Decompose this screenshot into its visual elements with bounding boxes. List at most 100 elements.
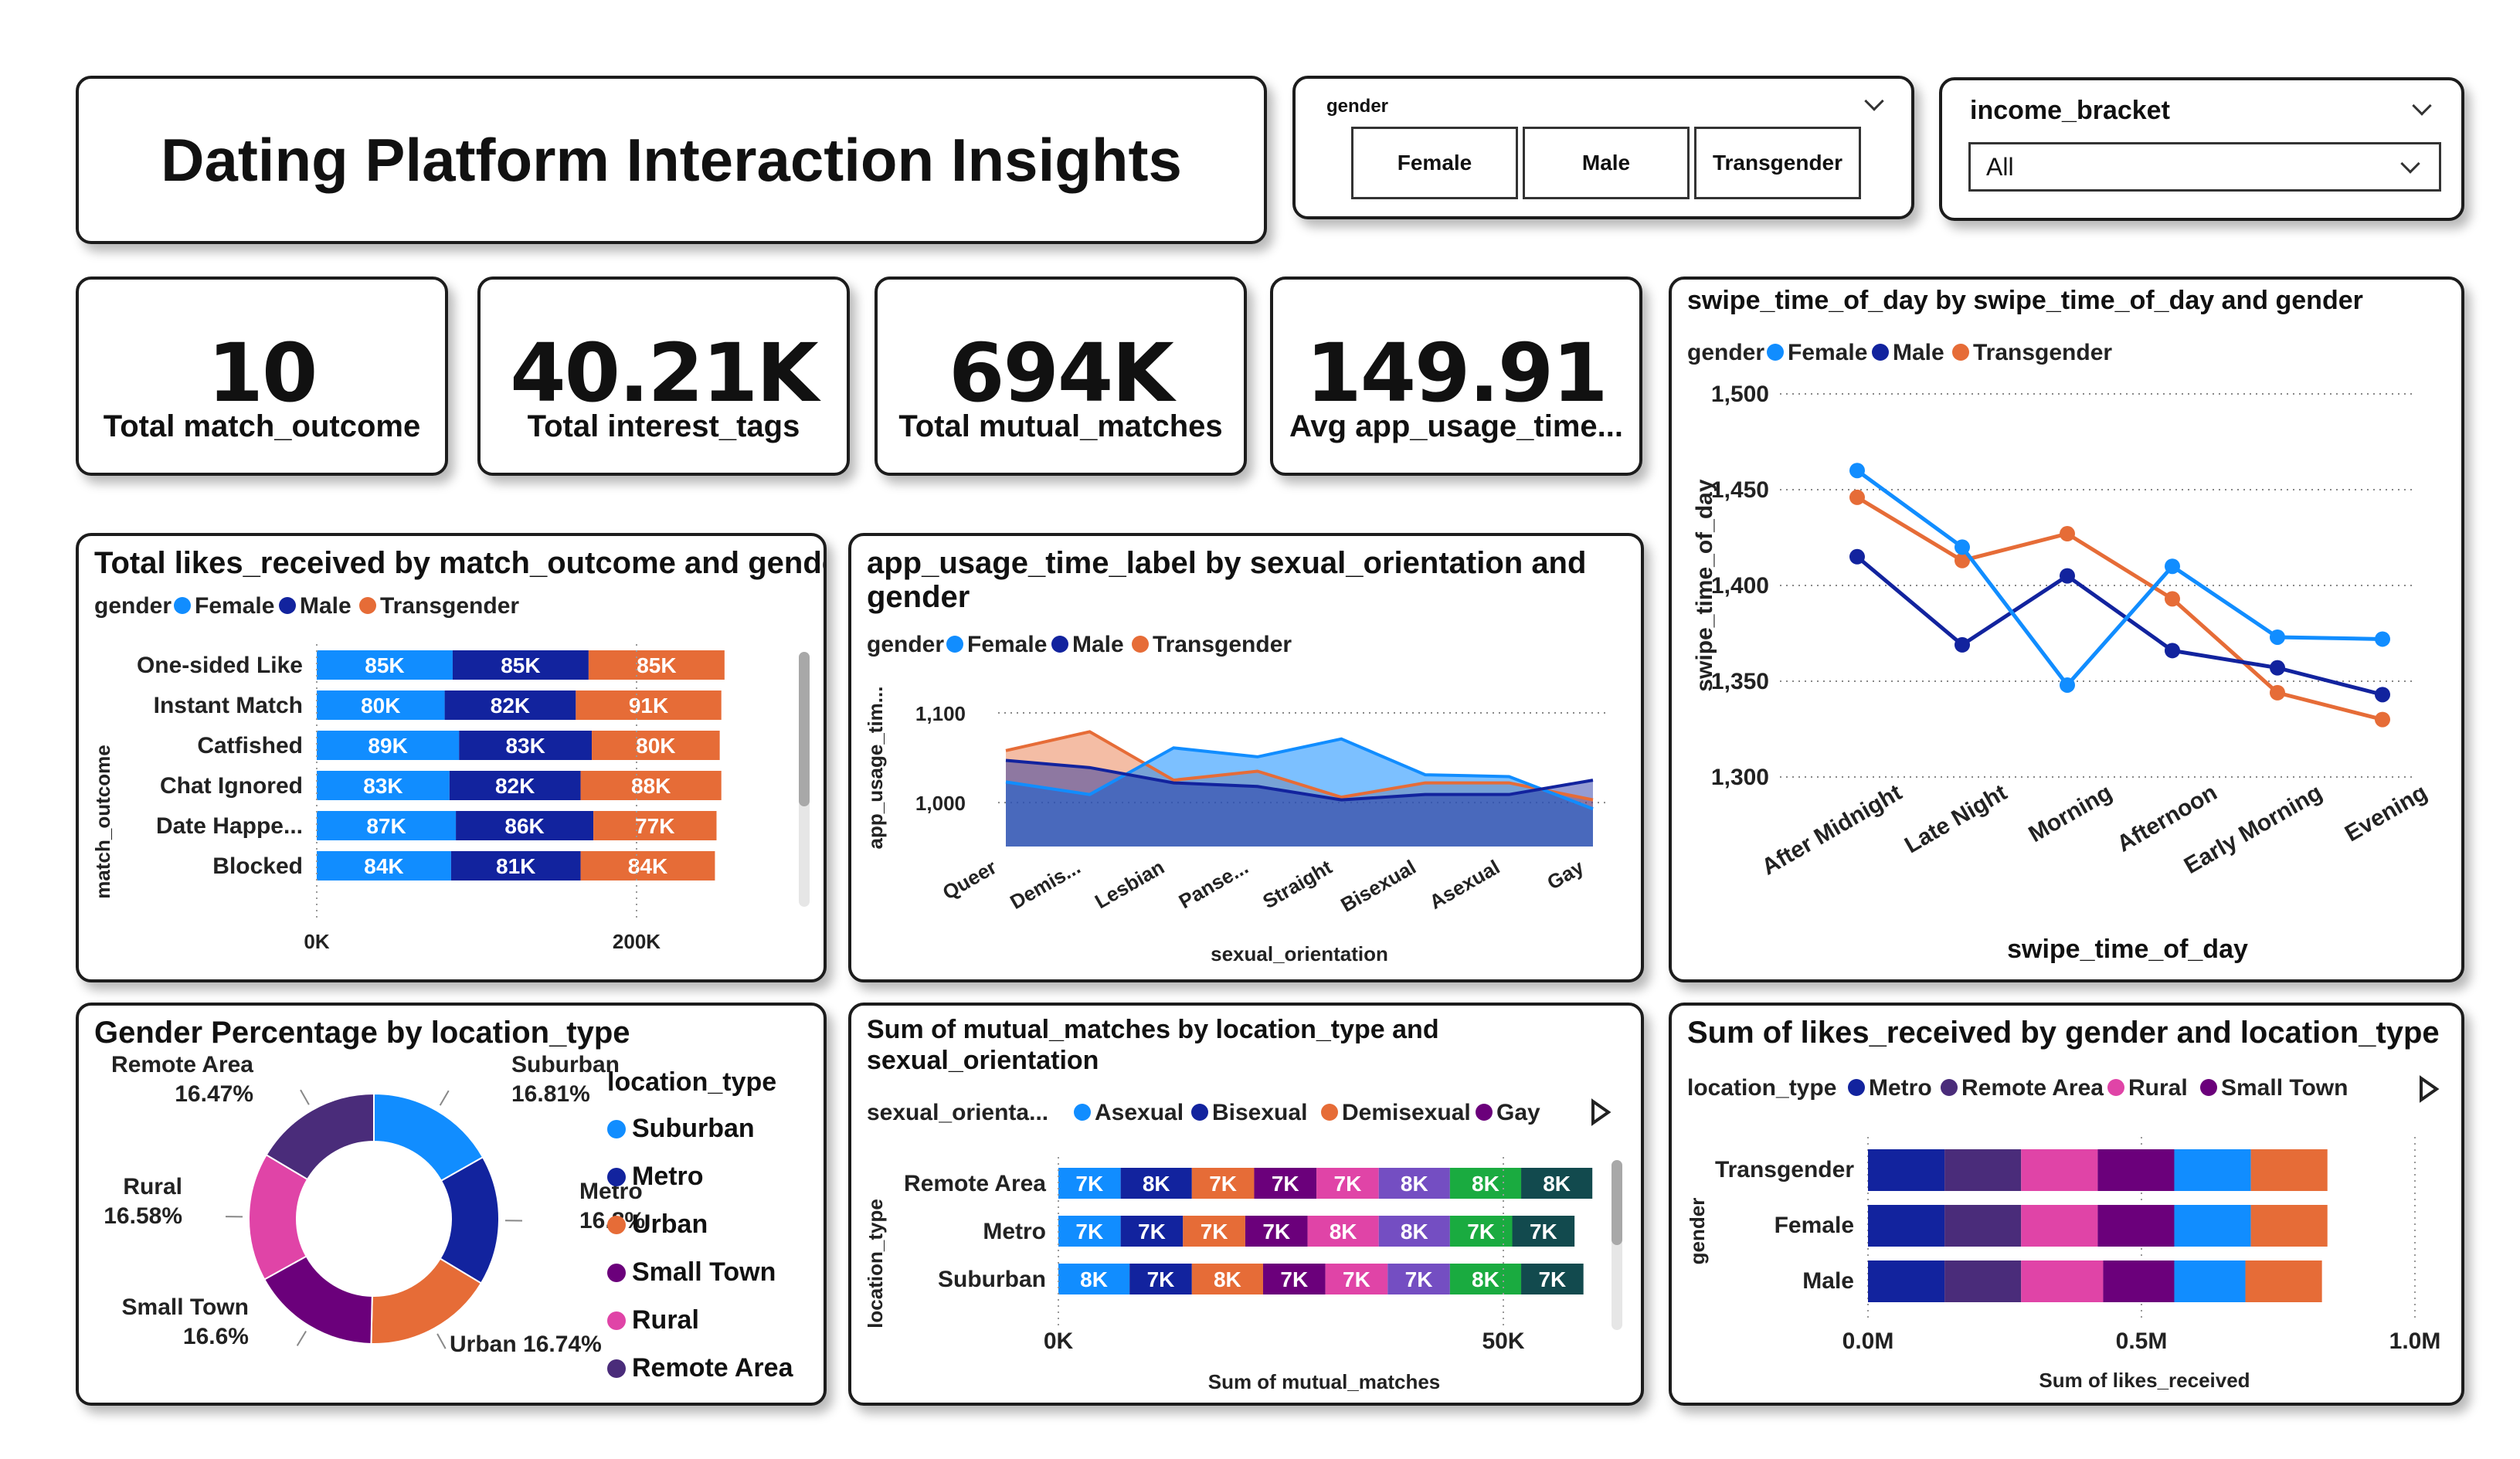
bar: [2021, 1261, 2104, 1302]
bar-label: 7K: [1138, 1220, 1166, 1244]
bar: [1378, 1168, 1450, 1199]
gender-option-transgender[interactable]: Transgender: [1694, 127, 1861, 199]
bar: [1262, 1264, 1326, 1294]
legend-item: Female: [195, 593, 274, 619]
likes-by-outcome-card: Total likes_received by match_outcome an…: [76, 533, 851, 982]
chevron-down-icon[interactable]: [1864, 91, 1884, 111]
x-tick-label: Evening: [2341, 779, 2432, 847]
legend-item: Remote Area: [1961, 1075, 2104, 1101]
bar-label: 8K: [1472, 1172, 1499, 1196]
x-tick-label: After Midnight: [1758, 779, 1907, 880]
bar-label: 7K: [1530, 1220, 1557, 1244]
legend-item: Male: [1072, 632, 1124, 657]
bar: [588, 650, 725, 680]
bar: [317, 771, 450, 800]
chart-title: Total likes_received by match_outcome an…: [94, 546, 824, 580]
bar: [1449, 1264, 1522, 1294]
legend-marker: [1074, 1104, 1091, 1121]
x-tick-label: 0K: [1044, 1328, 1074, 1354]
legend-title: location_type: [1687, 1075, 1836, 1101]
category-label: Instant Match: [154, 693, 303, 718]
bar: [1378, 1216, 1450, 1247]
bar-label: 84K: [628, 854, 667, 878]
chart-title: Sum of mutual_matches by location_type a…: [867, 1015, 1439, 1044]
data-point: [1849, 463, 1865, 479]
bar-label: 7K: [1201, 1220, 1228, 1244]
data-point: [1955, 636, 1970, 653]
legend-marker: [1941, 1079, 1958, 1096]
legend-marker: [2200, 1079, 2217, 1096]
gender-option-male[interactable]: Male: [1523, 127, 1690, 199]
kpi-card-app-usage: 149.91 Avg app_usage_time...: [1270, 277, 1642, 476]
chart-title: Sum of likes_received by gender and loca…: [1687, 1016, 2440, 1050]
bar: [2174, 1261, 2246, 1302]
legend-marker: [174, 597, 191, 614]
legend-title: gender: [94, 593, 172, 619]
gender-option-female[interactable]: Female: [1351, 127, 1518, 199]
bar-label: 7K: [1538, 1267, 1566, 1291]
category-label: Chat Ignored: [160, 773, 303, 799]
x-tick-label: Queer: [939, 855, 1000, 904]
category-label: Blocked: [212, 853, 303, 879]
bar-label: 83K: [363, 774, 402, 798]
legend-item: Small Town: [632, 1257, 776, 1287]
bar-label: 85K: [637, 653, 676, 677]
legend-marker: [607, 1359, 626, 1378]
bar: [1521, 1264, 1584, 1294]
y-axis-title: gender: [1686, 1198, 1709, 1265]
x-axis-title: Sum of likes_received: [2039, 1369, 2250, 1392]
bar: [593, 811, 717, 840]
bar: [1521, 1168, 1593, 1199]
x-tick-label: Panse...: [1175, 855, 1252, 913]
x-tick-label: 50K: [1482, 1328, 1524, 1354]
legend-item: Transgender: [1973, 340, 2112, 365]
swipe-time-card: swipe_time_of_day by swipe_time_of_day a…: [1669, 277, 2464, 982]
bar: [317, 650, 453, 680]
data-point: [1955, 539, 1970, 555]
bar-label: 83K: [505, 734, 545, 758]
bar-label: 85K: [501, 653, 540, 677]
series-line: [1856, 469, 2383, 688]
bar: [1449, 1168, 1522, 1199]
legend-title: location_type: [607, 1067, 776, 1097]
legend-item: Transgender: [380, 593, 519, 619]
bar: [2103, 1261, 2175, 1302]
bar: [317, 811, 457, 840]
x-axis-title: Sum of mutual_matches: [1208, 1370, 1441, 1393]
bar: [1183, 1216, 1245, 1247]
bar-label: 91K: [629, 694, 668, 718]
bar: [576, 690, 722, 720]
legend-item: Suburban: [632, 1114, 755, 1143]
legend-marker: [1132, 636, 1149, 653]
bar-label: 81K: [496, 854, 535, 878]
chart-title: gender: [867, 580, 970, 614]
data-point: [2165, 643, 2180, 659]
legend-marker: [359, 597, 376, 614]
y-axis-title: swipe_time_of_day: [1692, 479, 1717, 691]
series-line: [1856, 495, 2383, 722]
kpi-label: Avg app_usage_time...: [1289, 409, 1623, 443]
legend-title: gender: [867, 632, 944, 657]
legend-marker: [1476, 1104, 1493, 1121]
kpi-label: Total mutual_matches: [898, 409, 1223, 443]
income-dropdown[interactable]: All: [1968, 142, 2441, 192]
x-axis-title: sexual_orientation: [1211, 942, 1388, 965]
legend-item: Metro: [632, 1162, 704, 1191]
gender-slicer-label: gender: [1326, 96, 1389, 117]
data-point: [1955, 552, 1970, 568]
x-tick-label: 0.0M: [1842, 1328, 1894, 1354]
legend-marker: [607, 1120, 626, 1138]
bar: [1325, 1264, 1388, 1294]
pie-slice: [265, 1092, 375, 1181]
x-tick-label: Morning: [2025, 779, 2117, 847]
bar: [1058, 1168, 1121, 1199]
likes-by-gender-location-card: Sum of likes_received by gender and loca…: [1669, 1003, 2464, 1406]
y-axis-title: location_type: [864, 1199, 887, 1328]
chart-title: swipe_time_of_day by swipe_time_of_day a…: [1687, 286, 2363, 315]
bar-label: 7K: [1334, 1172, 1362, 1196]
chevron-down-icon[interactable]: [2412, 96, 2432, 116]
category-label: Female: [1775, 1213, 1854, 1238]
kpi-value: 40.21K: [510, 326, 819, 420]
legend-marker: [1848, 1079, 1865, 1096]
bar: [1191, 1264, 1263, 1294]
